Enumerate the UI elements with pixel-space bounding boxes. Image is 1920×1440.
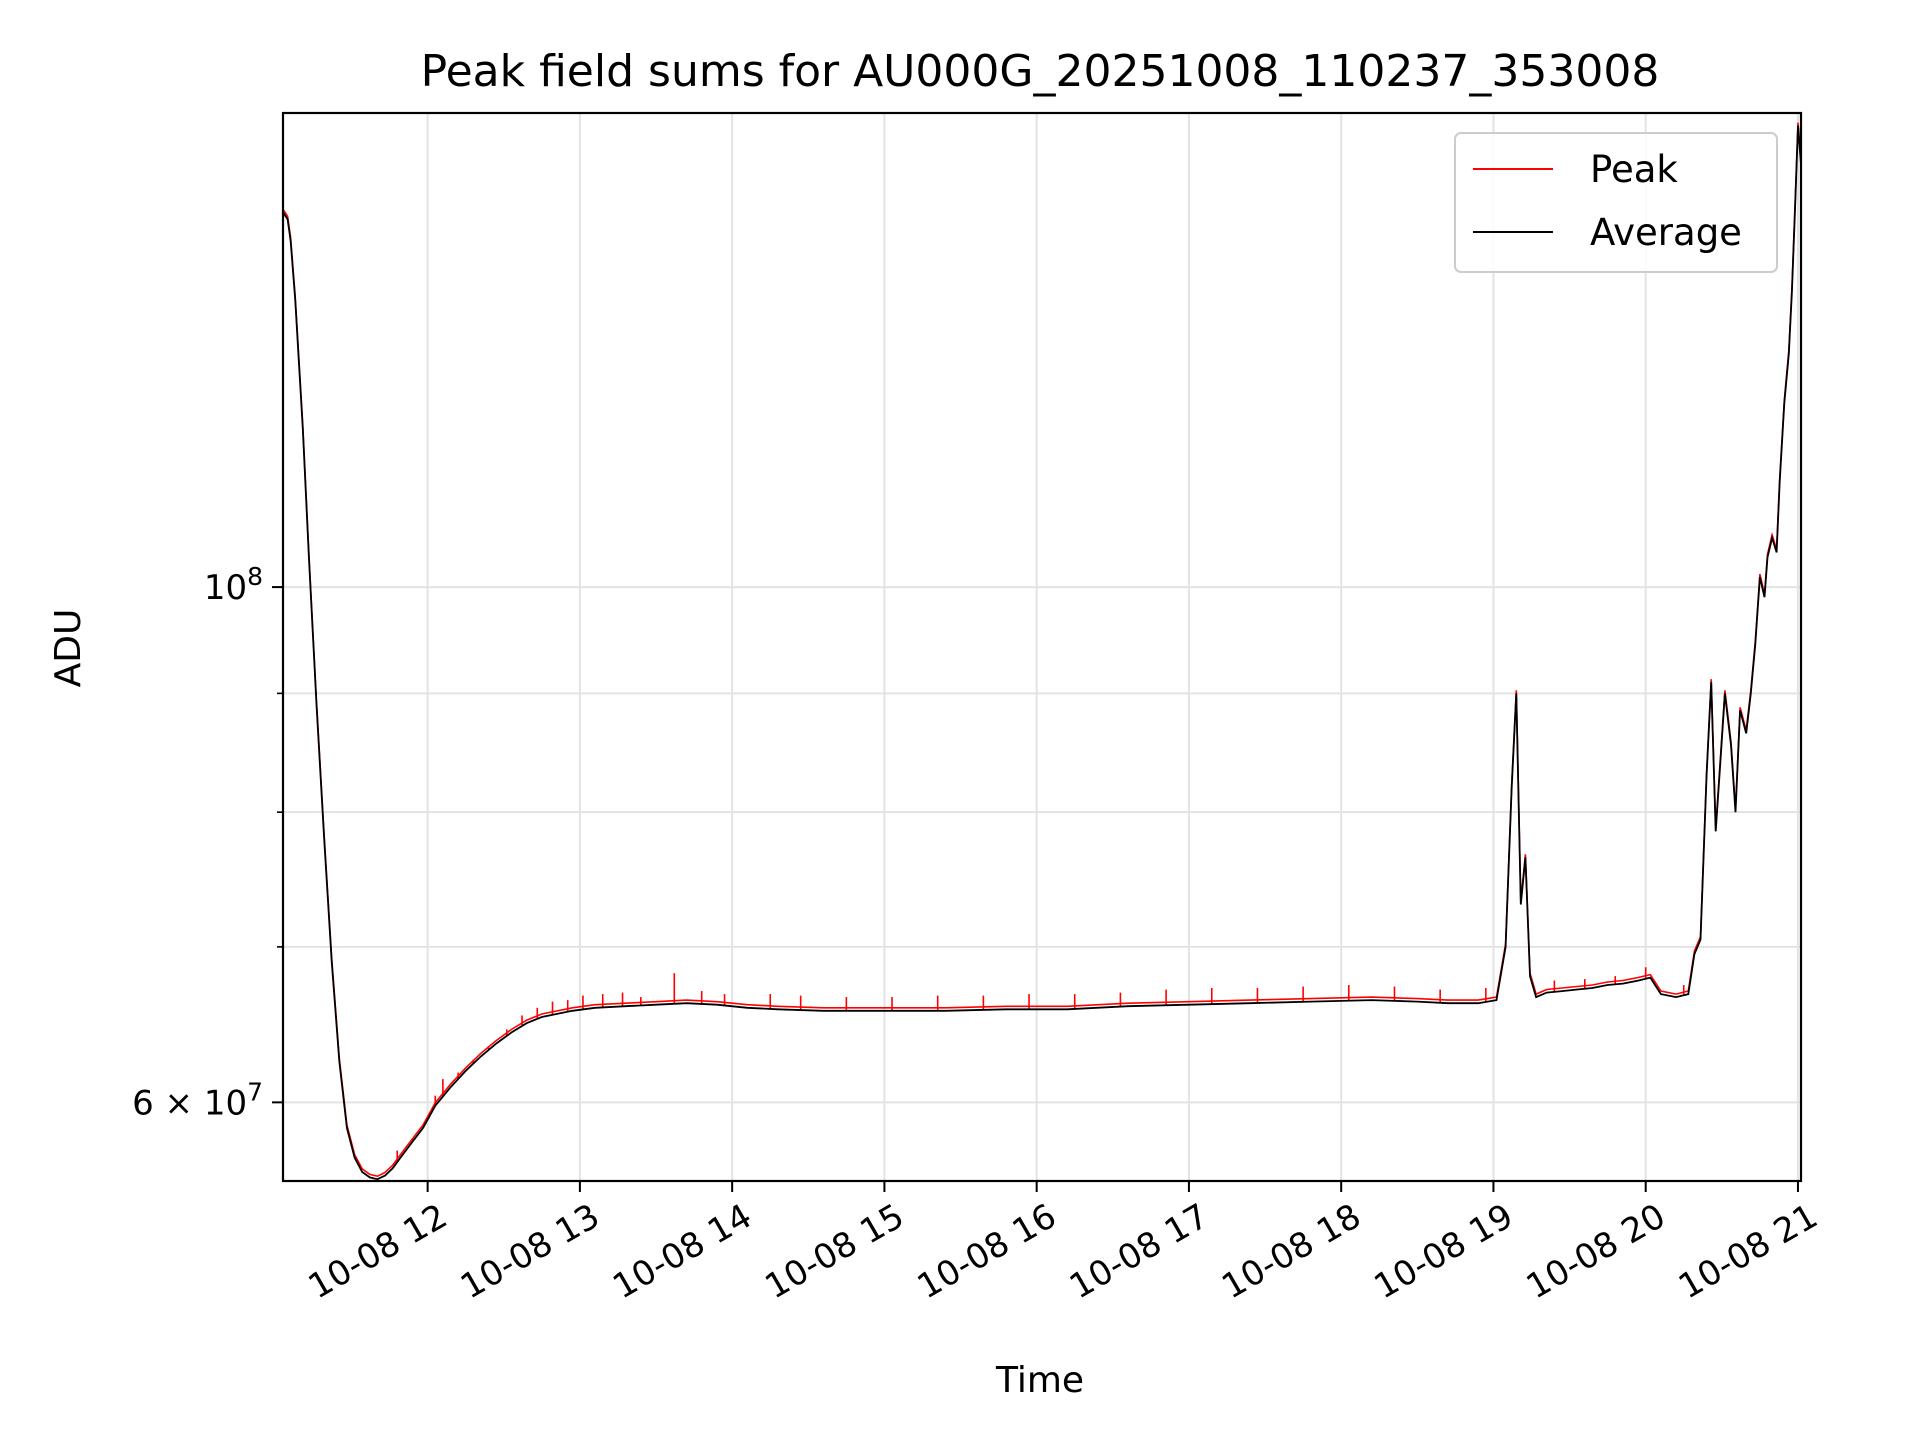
legend-average-label: Average	[1590, 211, 1742, 254]
y-axis-ticks: 108 6 × 107	[132, 562, 283, 1123]
series-layer	[282, 122, 1802, 1181]
plot-frame	[281, 111, 1803, 1183]
x-tick-label: 10-08 14	[606, 1196, 758, 1307]
x-tick-label: 10-08 20	[1520, 1196, 1672, 1307]
x-tick-label: 10-08 21	[1672, 1196, 1824, 1307]
x-tick-label: 10-08 16	[911, 1196, 1063, 1307]
x-tick-label: 10-08 15	[759, 1196, 911, 1307]
x-axis-label: Time	[995, 1360, 1084, 1401]
peak-series-line	[282, 122, 1802, 1178]
legend-box	[1454, 132, 1778, 273]
y-tick-label: 108	[204, 562, 263, 608]
grid-layer	[283, 113, 1801, 1181]
legend-peak-label: Peak	[1590, 148, 1678, 191]
average-series-line	[282, 125, 1802, 1181]
x-tick-label: 10-08 13	[454, 1196, 606, 1307]
x-tick-label: 10-08 12	[302, 1196, 454, 1307]
legend: Peak Average	[1454, 132, 1778, 273]
y-axis-label: ADU	[48, 609, 89, 688]
x-tick-label: 10-08 17	[1063, 1196, 1215, 1307]
y-tick-label: 6 × 107	[132, 1077, 263, 1123]
x-tick-label: 10-08 19	[1368, 1196, 1520, 1307]
x-axis-ticks: 10-08 12 10-08 13 10-08 14 10-08 15 10-08 16…	[302, 1181, 1824, 1307]
chart-title: Peak field sums for AU000G_20251008_1102…	[421, 46, 1660, 97]
x-tick-label: 10-08 18	[1215, 1196, 1367, 1307]
